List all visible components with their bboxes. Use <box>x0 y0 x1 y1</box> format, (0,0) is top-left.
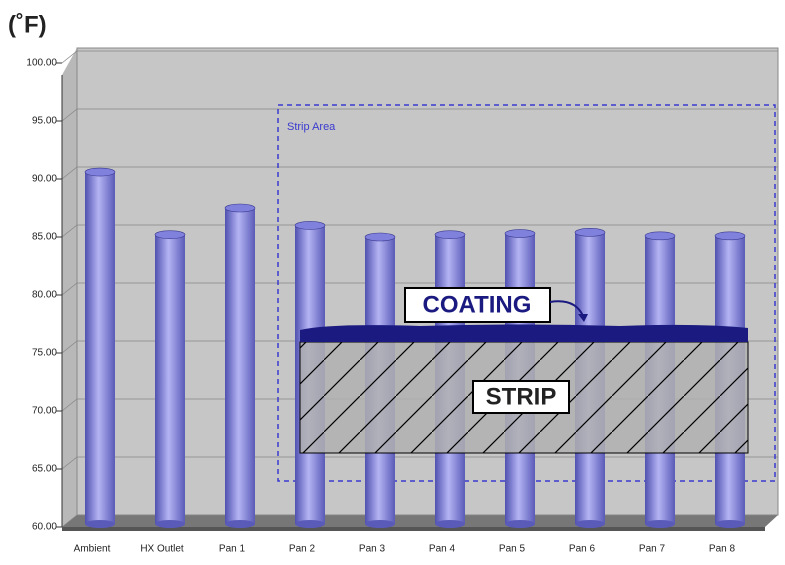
bar-top <box>365 233 395 241</box>
bar-base <box>715 520 745 528</box>
y-tick-label: 65.00 <box>32 464 57 475</box>
y-axis-label: (˚F) <box>8 11 47 38</box>
bar-base <box>85 520 115 528</box>
x-tick-label: Pan 8 <box>709 544 736 555</box>
bar-base <box>155 520 185 528</box>
strip-area-label: Strip Area <box>287 121 336 133</box>
y-tick-label: 75.00 <box>32 348 57 359</box>
y-tick-label: 80.00 <box>32 290 57 301</box>
bar-base <box>645 520 675 528</box>
x-tick-label: Pan 6 <box>569 544 596 555</box>
y-tick-label: 100.00 <box>26 58 57 69</box>
x-tick-label: Pan 2 <box>289 544 316 555</box>
y-tick-label: 90.00 <box>32 174 57 185</box>
coating-label: COATING <box>423 291 532 318</box>
bar <box>155 231 185 528</box>
bar-body <box>155 235 185 524</box>
strip-label: STRIP <box>486 383 557 410</box>
chart: (˚F) Strip Area COATING STRIP 60.00 65.00… <box>0 0 785 560</box>
bar <box>225 204 255 528</box>
y-tick-label: 85.00 <box>32 232 57 243</box>
bar-top <box>435 231 465 239</box>
y-tick-label: 60.00 <box>32 522 57 533</box>
bar <box>85 168 115 528</box>
bar-top <box>225 204 255 212</box>
x-tick-label: Pan 1 <box>219 544 246 555</box>
bar-base <box>225 520 255 528</box>
bar-top <box>85 168 115 176</box>
x-tick-label: Pan 3 <box>359 544 386 555</box>
bar-top <box>715 232 745 240</box>
bar-top <box>295 221 325 229</box>
bar-base <box>435 520 465 528</box>
bar-top <box>645 232 675 240</box>
x-tick-label: Pan 5 <box>499 544 526 555</box>
x-tick-label: Ambient <box>74 544 111 555</box>
x-tick-label: HX Outlet <box>140 544 184 555</box>
bar-top <box>155 231 185 239</box>
bar-base <box>295 520 325 528</box>
x-tick-label: Pan 4 <box>429 544 456 555</box>
bar-top <box>575 228 605 236</box>
y-tick-label: 95.00 <box>32 116 57 127</box>
bar-top <box>505 230 535 238</box>
x-tick-label: Pan 7 <box>639 544 666 555</box>
bar-base <box>365 520 395 528</box>
coating <box>300 325 748 343</box>
bar-base <box>575 520 605 528</box>
bar-base <box>505 520 535 528</box>
bar-body <box>225 208 255 524</box>
bar-body <box>85 172 115 524</box>
y-tick-label: 70.00 <box>32 406 57 417</box>
